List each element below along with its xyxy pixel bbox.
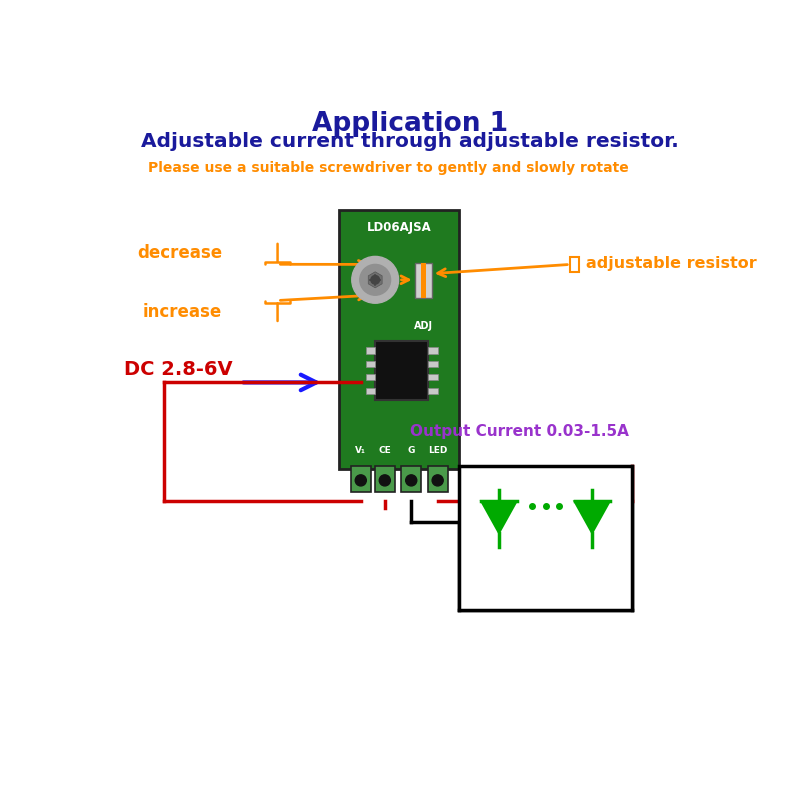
Bar bbox=[351, 466, 370, 492]
Bar bbox=[428, 361, 438, 367]
Bar bbox=[366, 388, 375, 394]
Text: DC 2.8-6V: DC 2.8-6V bbox=[123, 360, 232, 379]
Bar bbox=[428, 466, 447, 492]
Circle shape bbox=[371, 275, 379, 284]
Bar bbox=[570, 257, 579, 272]
Bar bbox=[414, 262, 432, 298]
Circle shape bbox=[432, 475, 443, 486]
Bar bbox=[428, 388, 438, 394]
Polygon shape bbox=[482, 502, 517, 533]
Bar bbox=[402, 466, 421, 492]
Bar bbox=[428, 347, 438, 354]
Bar bbox=[366, 347, 375, 354]
Bar bbox=[339, 210, 459, 469]
Bar bbox=[375, 341, 428, 400]
Circle shape bbox=[379, 475, 390, 486]
Text: G: G bbox=[407, 446, 415, 455]
Text: CE: CE bbox=[378, 446, 391, 455]
Circle shape bbox=[352, 257, 398, 303]
Text: Adjustable current through adjustable resistor.: Adjustable current through adjustable re… bbox=[141, 132, 679, 150]
Text: Please use a suitable screwdriver to gently and slowly rotate: Please use a suitable screwdriver to gen… bbox=[148, 161, 629, 174]
Text: Application 1: Application 1 bbox=[312, 111, 508, 138]
Bar bbox=[459, 466, 632, 610]
Bar bbox=[366, 374, 375, 381]
Text: in Parallel: in Parallel bbox=[495, 578, 596, 596]
Text: Output Current 0.03-1.5A: Output Current 0.03-1.5A bbox=[410, 424, 629, 439]
Bar bbox=[428, 374, 438, 381]
Bar bbox=[421, 262, 426, 298]
Text: adjustable resistor: adjustable resistor bbox=[586, 256, 756, 270]
Bar bbox=[375, 466, 394, 492]
Polygon shape bbox=[368, 272, 382, 288]
Circle shape bbox=[406, 475, 417, 486]
Text: LD06AJSA: LD06AJSA bbox=[367, 221, 431, 234]
Text: LED: LED bbox=[428, 446, 447, 455]
Text: increase: increase bbox=[143, 303, 222, 321]
Polygon shape bbox=[574, 502, 610, 533]
Text: ADJ: ADJ bbox=[414, 322, 433, 331]
Text: decrease: decrease bbox=[137, 244, 222, 262]
Text: 1~N LEDs: 1~N LEDs bbox=[497, 550, 594, 569]
Circle shape bbox=[360, 265, 390, 295]
Bar bbox=[366, 361, 375, 367]
Text: V₁: V₁ bbox=[355, 446, 366, 455]
Circle shape bbox=[355, 475, 366, 486]
